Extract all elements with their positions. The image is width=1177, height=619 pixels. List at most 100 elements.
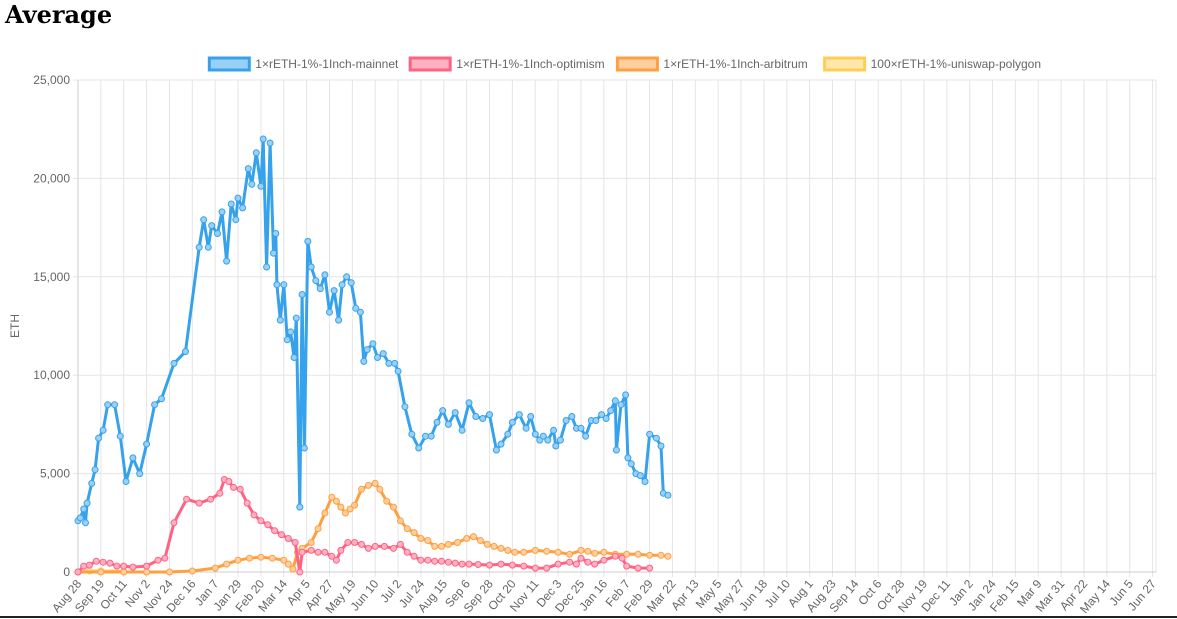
data-point xyxy=(230,483,237,491)
data-point xyxy=(236,485,244,493)
data-point xyxy=(208,222,216,230)
data-point xyxy=(154,556,162,564)
data-point xyxy=(85,561,93,569)
data-point xyxy=(572,560,580,568)
data-point xyxy=(106,559,114,567)
data-point xyxy=(347,279,355,287)
data-point xyxy=(444,420,452,428)
data-point xyxy=(227,200,235,208)
data-point xyxy=(591,560,599,568)
data-point xyxy=(646,564,654,572)
data-point xyxy=(346,505,354,513)
data-point xyxy=(307,546,315,554)
series-line xyxy=(76,137,670,525)
data-point xyxy=(289,565,297,573)
data-point xyxy=(634,564,642,572)
data-point xyxy=(358,540,365,548)
data-point xyxy=(82,519,89,527)
data-point xyxy=(195,499,203,507)
data-point xyxy=(415,444,423,452)
data-point xyxy=(314,525,322,533)
data-point xyxy=(296,568,304,576)
data-point xyxy=(556,436,564,444)
data-point xyxy=(539,432,547,440)
data-point xyxy=(321,548,329,556)
data-point xyxy=(223,257,231,265)
data-point xyxy=(360,357,368,365)
data-point xyxy=(218,208,226,216)
data-point xyxy=(465,399,473,407)
data-point xyxy=(76,514,84,522)
data-point xyxy=(296,503,304,511)
data-point xyxy=(270,249,277,257)
data-point xyxy=(451,409,459,417)
y-tick-label: 15,000 xyxy=(33,270,70,284)
data-point xyxy=(592,417,600,424)
page-title: Average xyxy=(5,0,113,29)
series-1 xyxy=(74,476,654,576)
data-point xyxy=(611,397,619,405)
data-point xyxy=(554,548,562,556)
data-point xyxy=(316,285,324,293)
data-point xyxy=(600,548,608,556)
data-point xyxy=(390,503,397,511)
bottom-divider xyxy=(0,616,1177,618)
data-point xyxy=(342,509,349,517)
data-point xyxy=(328,552,336,560)
data-point xyxy=(424,537,432,544)
data-point xyxy=(143,562,151,570)
data-point xyxy=(591,549,599,557)
data-point xyxy=(337,546,345,554)
data-point xyxy=(234,194,242,202)
chart-legend: 1×rETH-1%-1Inch-mainnet 1×rETH-1%-1Inch-o… xyxy=(207,56,1041,72)
data-point xyxy=(252,149,260,157)
legend-swatch xyxy=(408,56,452,72)
data-point xyxy=(232,216,240,224)
data-point xyxy=(204,243,212,251)
data-point xyxy=(617,401,625,409)
data-point xyxy=(95,434,103,442)
data-point xyxy=(257,553,265,561)
data-point xyxy=(598,411,606,419)
data-point xyxy=(338,281,346,289)
data-point xyxy=(611,552,619,560)
data-point xyxy=(508,418,516,426)
data-point xyxy=(410,552,418,560)
data-point xyxy=(244,165,252,173)
data-point xyxy=(385,359,393,367)
data-point xyxy=(657,551,665,559)
data-point xyxy=(234,556,242,564)
data-point xyxy=(298,548,306,556)
data-point xyxy=(390,544,397,552)
data-point xyxy=(622,391,630,399)
data-point xyxy=(515,411,523,419)
data-point xyxy=(343,273,351,281)
data-point xyxy=(584,547,592,555)
data-point xyxy=(298,291,306,298)
data-point xyxy=(369,340,377,348)
legend-item[interactable]: 100×rETH-1%-uniswap-polygon xyxy=(823,56,1041,72)
legend-item[interactable]: 1×rETH-1%-1Inch-mainnet xyxy=(207,56,399,72)
data-point xyxy=(92,557,100,565)
data-point xyxy=(497,544,505,552)
data-point xyxy=(332,497,340,505)
data-point xyxy=(451,559,459,567)
data-point xyxy=(314,548,322,556)
y-tick-label: 5,000 xyxy=(40,467,70,481)
data-point xyxy=(239,204,247,212)
legend-item[interactable]: 1×rETH-1%-1Inch-optimism xyxy=(408,56,605,72)
data-point xyxy=(332,556,340,564)
data-point xyxy=(83,499,91,507)
data-point xyxy=(272,230,280,237)
data-point xyxy=(364,544,372,552)
data-point xyxy=(273,281,281,289)
y-tick-label: 0 xyxy=(63,565,70,579)
data-point xyxy=(216,489,224,497)
data-point xyxy=(268,554,276,562)
data-point xyxy=(120,562,128,570)
legend-item[interactable]: 1×rETH-1%-1Inch-arbitrum xyxy=(615,56,808,72)
data-point xyxy=(280,556,288,564)
data-point xyxy=(214,230,221,237)
data-point xyxy=(291,539,299,546)
